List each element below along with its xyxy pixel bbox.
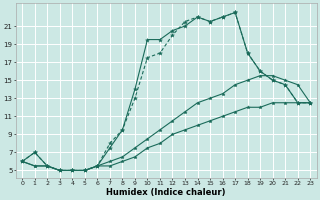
- X-axis label: Humidex (Indice chaleur): Humidex (Indice chaleur): [107, 188, 226, 197]
